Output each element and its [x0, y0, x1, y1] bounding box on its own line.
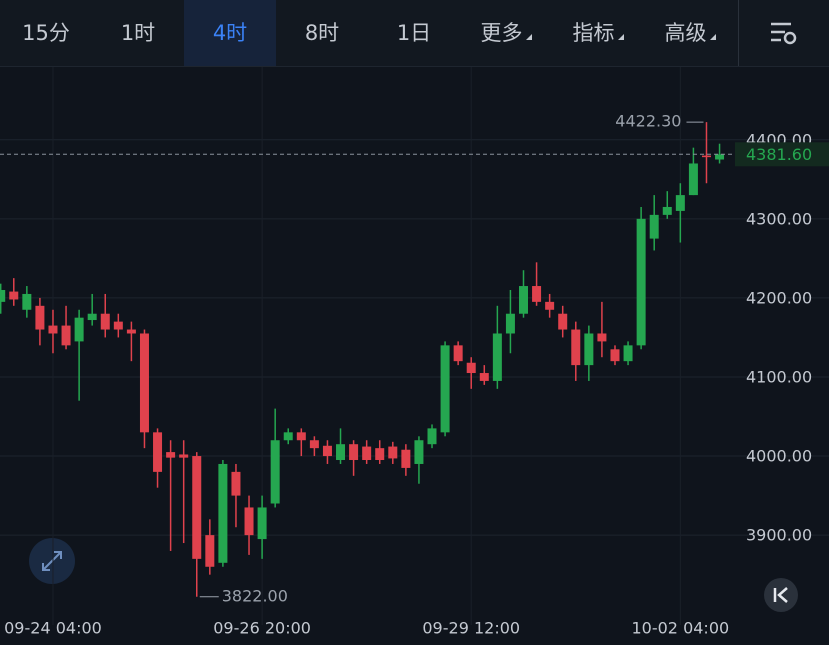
toolbar: 15分 1时 4时 8时 1日 更多 指标 高级	[0, 0, 829, 67]
x-tick-label: 09-24 04:00	[4, 619, 102, 638]
timeframe-tab[interactable]: 15分	[22, 21, 70, 45]
candle-body	[231, 471, 241, 496]
candle-body	[701, 155, 711, 158]
candle-body	[244, 507, 254, 536]
candle-body	[597, 333, 607, 342]
candle-body	[336, 444, 346, 461]
candle-body	[388, 446, 398, 459]
scroll-to-latest-button[interactable]	[764, 578, 798, 612]
candle-body	[0, 289, 6, 302]
x-tick-label: 09-26 20:00	[213, 619, 311, 638]
y-tick-label: 4000.00	[746, 447, 812, 466]
candle-body	[584, 333, 594, 366]
candle-body	[427, 428, 437, 445]
candle-body	[662, 206, 672, 215]
candle-body	[87, 313, 97, 321]
x-tick-label: 10-02 04:00	[631, 619, 729, 638]
chart: 3900.004000.004100.004200.004300.004400.…	[0, 67, 829, 638]
timeframe-tab[interactable]: 1日	[396, 21, 432, 45]
candle-body	[466, 362, 476, 374]
timeframe-tab[interactable]: 8时	[304, 21, 340, 45]
candle-body	[139, 333, 149, 433]
x-tick-label: 09-29 12:00	[422, 619, 520, 638]
candle-body	[35, 305, 45, 330]
candle-body	[192, 456, 202, 559]
timeframe-tab[interactable]: 4时	[184, 0, 276, 66]
y-tick-label: 4200.00	[746, 288, 812, 307]
settings-button[interactable]	[738, 0, 829, 66]
candle-body	[479, 373, 489, 381]
candle-body	[205, 535, 215, 567]
candle-body	[166, 452, 176, 458]
candle-body	[414, 440, 424, 464]
candle-body	[100, 313, 110, 330]
timeframe-tab[interactable]: 高级	[644, 0, 736, 66]
candle-body	[153, 432, 163, 472]
candle-body	[61, 325, 71, 346]
candle-body	[545, 301, 555, 310]
candle-body	[257, 507, 267, 540]
candle-body	[623, 345, 633, 362]
candle-body	[179, 454, 189, 458]
candle-body	[492, 333, 502, 381]
candle-body	[558, 313, 568, 330]
last-price-label: 4381.60	[746, 145, 812, 164]
expand-button[interactable]	[29, 538, 75, 584]
high-marker-label: 4422.30	[615, 112, 681, 131]
candle-body	[688, 163, 698, 196]
candle-body	[74, 317, 84, 342]
low-marker-label: 3822.00	[222, 586, 288, 605]
candle-body	[715, 154, 725, 160]
candle-body	[48, 325, 58, 334]
candle-body	[309, 440, 319, 449]
candle-body	[322, 445, 332, 457]
candle-body	[113, 321, 123, 330]
candle-body	[519, 286, 528, 314]
candle-body	[375, 448, 385, 461]
candle-body	[505, 313, 515, 334]
candle-body	[636, 218, 646, 346]
candle-body	[126, 329, 136, 334]
candle-body	[270, 440, 280, 504]
last-price-box	[735, 142, 829, 167]
candle-body	[349, 444, 359, 461]
candle-body	[218, 463, 228, 563]
candle-body	[9, 291, 19, 300]
y-tick-label: 4100.00	[746, 367, 812, 386]
y-tick-label: 3900.00	[746, 526, 812, 545]
timeframe-tab[interactable]: 更多	[460, 0, 552, 66]
candle-body	[675, 195, 685, 211]
candle-body	[283, 432, 293, 441]
y-tick-label: 4300.00	[746, 209, 812, 228]
settings-icon	[771, 22, 797, 45]
candle-body	[22, 293, 32, 310]
timeframe-tab[interactable]: 1时	[120, 21, 156, 45]
candle-body	[453, 345, 463, 362]
timeframe-tab[interactable]: 指标	[552, 0, 644, 66]
candle-body	[440, 345, 450, 433]
candle-body	[649, 214, 659, 239]
candle-body	[610, 349, 620, 362]
candle-body	[362, 446, 372, 461]
candle-body	[532, 286, 542, 302]
candle-body	[571, 329, 581, 366]
candle-body	[401, 449, 411, 468]
candle-body	[296, 432, 306, 441]
